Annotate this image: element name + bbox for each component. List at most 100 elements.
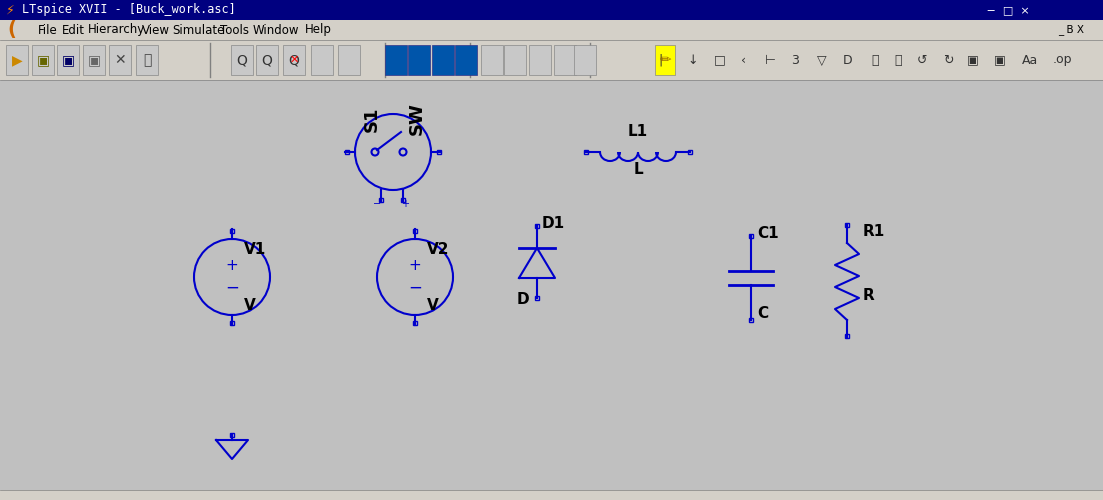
Text: −: − [373,199,381,209]
Text: _ B X: _ B X [1058,24,1084,36]
Bar [574,45,596,75]
Bar [231,45,253,75]
Text: L: L [633,162,643,178]
Bar [136,45,158,75]
Text: ↻: ↻ [943,54,953,66]
Bar [554,45,576,75]
Text: SW: SW [408,102,426,136]
Text: LTspice XVII - [Buck_work.asc]: LTspice XVII - [Buck_work.asc] [22,4,236,16]
Text: ✋: ✋ [142,53,151,67]
Text: ▣: ▣ [87,53,100,67]
Text: −: − [225,279,239,297]
Bar [401,198,405,202]
Text: 3: 3 [791,54,799,66]
Text: View: View [142,24,170,36]
Text: Tools: Tools [219,24,249,36]
Bar [535,296,539,300]
Text: ▣: ▣ [967,54,978,66]
Bar [529,45,552,75]
Bar [231,433,234,437]
Bar [408,45,430,75]
Text: ⊢: ⊢ [764,54,775,66]
Bar [385,45,407,75]
Bar [0,0,1103,20]
Text: ▽: ▽ [817,54,827,66]
Text: S1: S1 [363,106,381,132]
Bar [413,229,417,233]
Bar [535,224,539,228]
Bar [0,20,1103,40]
Text: ↺: ↺ [917,54,928,66]
Bar [413,321,417,325]
Text: ✕: ✕ [115,53,126,67]
Bar [345,150,349,154]
Bar [432,45,454,75]
Text: +: + [401,199,409,209]
Bar [109,45,131,75]
Text: ‹: ‹ [740,54,746,66]
Text: ▣: ▣ [36,53,50,67]
Text: D: D [843,54,853,66]
Bar [845,334,849,338]
Bar [504,45,526,75]
Text: □: □ [714,54,726,66]
Text: −: − [408,279,422,297]
Text: D1: D1 [542,216,565,232]
Bar [231,321,234,325]
Text: C: C [757,306,768,320]
Text: V1: V1 [244,242,266,256]
Bar [231,229,234,233]
Bar [6,45,28,75]
Bar [437,150,441,154]
Bar [749,318,753,322]
Text: V: V [427,298,439,312]
Text: D: D [517,292,529,308]
Text: ↓: ↓ [688,54,698,66]
Text: ▶: ▶ [12,53,22,67]
Bar [32,45,54,75]
Text: +: + [408,258,421,272]
Text: Q: Q [236,53,247,67]
Text: ▣: ▣ [62,53,75,67]
Bar [0,40,1103,80]
Text: V2: V2 [427,242,450,256]
Text: +: + [226,258,238,272]
Bar [0,490,1103,500]
Bar [583,150,588,154]
Bar [0,80,1103,500]
Bar [688,150,692,154]
Text: ✋: ✋ [895,54,902,66]
Bar [283,45,306,75]
Text: −  □  ×: − □ × [983,5,1030,15]
Text: Q: Q [289,53,299,67]
Text: ✋: ✋ [871,54,879,66]
Bar [749,234,753,238]
Text: |: | [657,54,662,66]
Text: Aa: Aa [1021,54,1038,66]
Text: Hierarchy: Hierarchy [88,24,146,36]
Text: C1: C1 [757,226,779,242]
Bar [481,45,503,75]
Text: R: R [863,288,875,302]
Text: R1: R1 [863,224,886,238]
Bar [379,198,383,202]
Text: L1: L1 [628,124,649,140]
Bar [845,223,849,227]
Bar [456,45,476,75]
Text: Help: Help [306,24,332,36]
Text: V: V [244,298,256,312]
Text: (: ( [7,20,15,40]
Bar [311,45,333,75]
Bar [256,45,278,75]
Bar [57,45,79,75]
Text: Q: Q [261,53,272,67]
Text: Edit: Edit [62,24,85,36]
Text: ⚡: ⚡ [6,4,14,16]
Text: Simulate: Simulate [172,24,224,36]
Text: ✕: ✕ [289,55,299,65]
Text: ✏: ✏ [660,53,671,67]
Text: File: File [38,24,57,36]
Text: Window: Window [253,24,300,36]
Bar [655,45,675,75]
Text: ▣: ▣ [994,54,1006,66]
